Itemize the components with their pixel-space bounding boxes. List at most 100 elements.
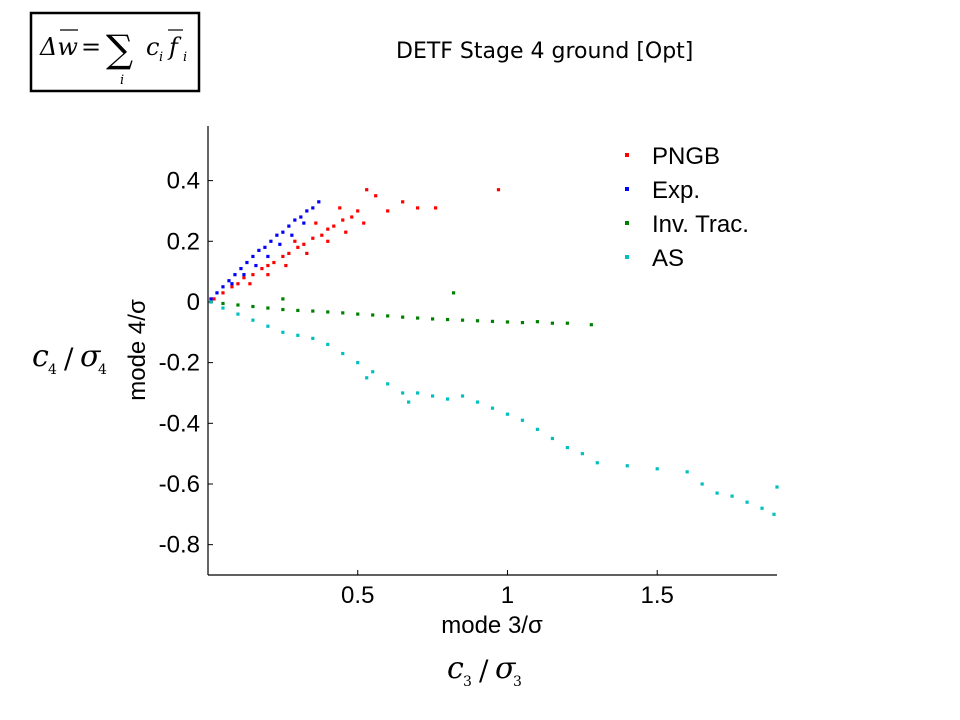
data-point bbox=[278, 242, 282, 246]
data-point bbox=[320, 233, 324, 237]
formula-delta-w: Δw bbox=[39, 33, 78, 61]
data-point bbox=[356, 361, 360, 365]
data-point bbox=[296, 245, 300, 249]
formula-f-sub: i bbox=[183, 50, 187, 65]
y-side-sigma: σ bbox=[80, 339, 102, 374]
data-point bbox=[460, 318, 465, 322]
series-exp bbox=[209, 200, 321, 301]
formula-c-sub: i bbox=[159, 50, 163, 65]
data-point bbox=[254, 263, 258, 268]
data-point bbox=[365, 188, 369, 192]
data-point bbox=[445, 397, 450, 401]
data-point bbox=[275, 233, 279, 237]
data-point bbox=[730, 494, 734, 498]
y-tick-label: 0.2 bbox=[167, 228, 200, 255]
data-point bbox=[257, 248, 261, 252]
data-point bbox=[209, 297, 213, 301]
data-point bbox=[565, 445, 569, 450]
data-point bbox=[550, 321, 554, 325]
data-point bbox=[475, 319, 480, 323]
data-point bbox=[281, 307, 285, 312]
data-point bbox=[290, 233, 294, 237]
data-point bbox=[431, 394, 435, 398]
data-point bbox=[371, 370, 375, 374]
data-point bbox=[416, 316, 420, 320]
data-point bbox=[416, 206, 420, 210]
data-point bbox=[296, 333, 300, 337]
y-side-c-sub: 4 bbox=[48, 362, 57, 378]
data-point bbox=[505, 412, 510, 416]
y-tick-label: -0.2 bbox=[159, 350, 200, 377]
data-point bbox=[293, 218, 297, 222]
data-point bbox=[296, 308, 300, 313]
data-point bbox=[233, 273, 237, 277]
data-point bbox=[251, 254, 255, 259]
data-point bbox=[221, 306, 225, 310]
data-point bbox=[221, 291, 225, 295]
x-side-label: c 3 / σ 3 bbox=[447, 651, 522, 690]
data-point bbox=[311, 206, 315, 210]
data-point bbox=[311, 309, 315, 313]
data-point bbox=[302, 242, 306, 246]
legend-label: Inv. Trac. bbox=[652, 211, 749, 238]
y-side-sigma-sub: 4 bbox=[98, 362, 107, 378]
data-point bbox=[311, 336, 315, 340]
x-tick-label: 1 bbox=[501, 582, 514, 609]
legend-marker bbox=[625, 221, 629, 225]
data-point bbox=[281, 330, 285, 334]
data-point bbox=[401, 391, 405, 395]
data-point bbox=[401, 315, 405, 319]
x-side-sigma-sub: 3 bbox=[513, 674, 522, 690]
formula-c: c bbox=[146, 33, 159, 61]
series-inv-trac bbox=[209, 291, 593, 327]
x-side-sigma: σ bbox=[495, 651, 517, 686]
data-point bbox=[281, 297, 285, 301]
x-axis-label: mode 3/σ bbox=[441, 612, 543, 639]
x-side-c: c bbox=[447, 651, 464, 686]
data-point bbox=[245, 260, 249, 265]
x-tick-label: 0.5 bbox=[341, 582, 374, 609]
data-point bbox=[341, 351, 345, 356]
legend: PNGB Exp. Inv. Trac. AS bbox=[625, 143, 749, 272]
data-point bbox=[248, 282, 252, 286]
data-point bbox=[625, 464, 629, 468]
data-point bbox=[362, 221, 366, 225]
legend-marker bbox=[625, 153, 629, 157]
data-point bbox=[416, 391, 420, 395]
data-point bbox=[505, 320, 510, 324]
y-axis-label: mode 4/σ bbox=[124, 299, 151, 401]
y-tick-label: -0.4 bbox=[159, 410, 200, 437]
data-point bbox=[236, 282, 240, 286]
data-point bbox=[374, 194, 378, 198]
data-point bbox=[490, 406, 495, 410]
data-point bbox=[535, 427, 540, 431]
x-tick-label: 1.5 bbox=[641, 582, 674, 609]
data-point bbox=[589, 323, 593, 327]
data-point bbox=[520, 418, 525, 422]
data-point bbox=[284, 263, 288, 268]
data-point bbox=[266, 273, 270, 277]
data-point bbox=[326, 342, 330, 347]
data-point bbox=[227, 279, 231, 283]
data-point bbox=[715, 491, 719, 495]
data-point bbox=[475, 400, 480, 404]
y-side-label: c 4 / σ 4 bbox=[32, 339, 107, 378]
data-point bbox=[251, 318, 255, 322]
data-point bbox=[266, 254, 270, 259]
data-point bbox=[212, 297, 216, 301]
data-point bbox=[341, 311, 345, 315]
data-point bbox=[230, 282, 234, 286]
data-point bbox=[266, 263, 270, 268]
data-point bbox=[520, 320, 525, 325]
data-point bbox=[565, 321, 569, 325]
data-point bbox=[338, 206, 342, 210]
data-point bbox=[299, 215, 303, 219]
data-point bbox=[221, 285, 225, 289]
data-point bbox=[314, 221, 318, 225]
data-point bbox=[287, 224, 291, 228]
legend-marker bbox=[625, 255, 629, 259]
data-point bbox=[451, 291, 456, 295]
series-pngb bbox=[212, 188, 501, 301]
tick-layer: 0.5 1 1.5 0.4 0.2 0 -0.2 -0.4 -0.6 -0.8 bbox=[159, 168, 674, 609]
